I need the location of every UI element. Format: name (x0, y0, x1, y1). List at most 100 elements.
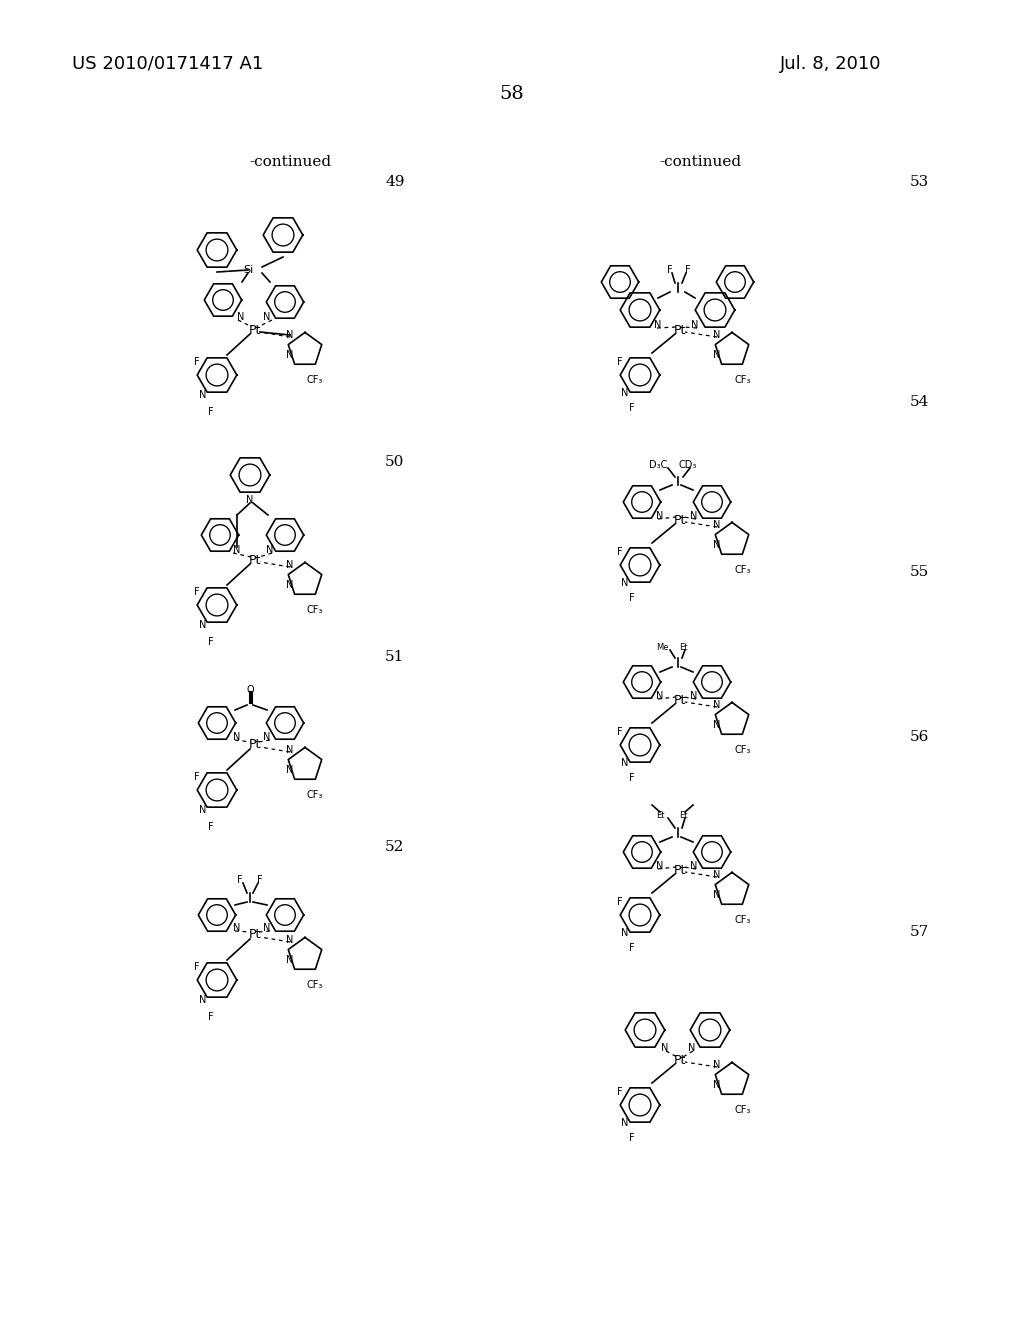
Text: N: N (654, 319, 662, 330)
Text: 54: 54 (910, 395, 930, 409)
Text: N: N (287, 954, 294, 965)
Text: F: F (208, 407, 214, 417)
Text: Si: Si (243, 265, 253, 275)
Text: CF₃: CF₃ (307, 789, 324, 800)
Text: F: F (617, 546, 623, 557)
Text: 57: 57 (910, 925, 929, 939)
Text: CF₃: CF₃ (735, 744, 752, 755)
Text: F: F (195, 587, 200, 597)
Text: CF₃: CF₃ (307, 375, 324, 385)
Text: N: N (656, 690, 664, 701)
Text: N: N (622, 388, 629, 399)
Text: N: N (690, 511, 697, 521)
Text: N: N (287, 579, 294, 590)
Text: O: O (246, 685, 254, 696)
Text: N: N (622, 758, 629, 768)
Text: Pt: Pt (674, 693, 686, 706)
Text: N: N (263, 312, 270, 322)
Text: F: F (617, 727, 623, 737)
Text: F: F (195, 962, 200, 972)
Text: N: N (622, 1118, 629, 1129)
Text: N: N (656, 511, 664, 521)
Text: N: N (287, 560, 294, 570)
Text: F: F (668, 265, 673, 275)
Text: N: N (622, 928, 629, 939)
Text: N: N (714, 330, 721, 341)
Text: D₃C: D₃C (649, 459, 668, 470)
Text: Jul. 8, 2010: Jul. 8, 2010 (780, 55, 882, 73)
Text: 51: 51 (385, 649, 404, 664)
Text: F: F (617, 1086, 623, 1097)
Text: Et: Et (679, 644, 687, 652)
Text: F: F (629, 1133, 635, 1143)
Text: N: N (238, 312, 245, 322)
Text: -continued: -continued (249, 154, 331, 169)
Text: Pt: Pt (249, 928, 261, 941)
Text: F: F (208, 1012, 214, 1022)
Text: 52: 52 (385, 840, 404, 854)
Text: N: N (714, 870, 721, 880)
Text: N: N (287, 350, 294, 360)
Text: N: N (200, 389, 207, 400)
Text: N: N (688, 1043, 695, 1053)
Text: N: N (233, 545, 241, 554)
Text: Et: Et (655, 810, 665, 820)
Text: Pt: Pt (674, 513, 686, 527)
Text: N: N (690, 861, 697, 871)
Text: F: F (629, 774, 635, 783)
Text: 49: 49 (385, 176, 404, 189)
Text: N: N (691, 319, 698, 330)
Text: N: N (287, 935, 294, 945)
Text: N: N (690, 690, 697, 701)
Text: N: N (266, 545, 273, 554)
Text: N: N (287, 330, 294, 341)
Text: N: N (662, 1043, 669, 1053)
Text: -continued: -continued (658, 154, 741, 169)
Text: N: N (263, 733, 270, 742)
Text: N: N (714, 350, 721, 360)
Text: F: F (238, 875, 243, 884)
Text: N: N (287, 744, 294, 755)
Text: CF₃: CF₃ (735, 375, 752, 385)
Text: F: F (617, 356, 623, 367)
Text: Pt: Pt (674, 323, 686, 337)
Text: F: F (617, 898, 623, 907)
Text: F: F (629, 942, 635, 953)
Text: F: F (629, 403, 635, 413)
Text: N: N (714, 890, 721, 900)
Text: Pt: Pt (249, 738, 261, 751)
Text: N: N (200, 805, 207, 814)
Text: N: N (287, 766, 294, 775)
Text: CD₃: CD₃ (679, 459, 697, 470)
Text: N: N (656, 861, 664, 871)
Text: 50: 50 (385, 455, 404, 469)
Text: Me: Me (655, 644, 669, 652)
Text: 55: 55 (910, 565, 929, 579)
Text: N: N (714, 1060, 721, 1071)
Text: N: N (233, 733, 241, 742)
Text: F: F (685, 265, 691, 275)
Text: CF₃: CF₃ (307, 979, 324, 990)
Text: F: F (195, 356, 200, 367)
Text: N: N (200, 995, 207, 1005)
Text: N: N (247, 495, 254, 506)
Text: Pt: Pt (249, 323, 261, 337)
Text: CF₃: CF₃ (735, 915, 752, 925)
Text: N: N (233, 923, 241, 933)
Text: N: N (714, 520, 721, 531)
Text: CF₃: CF₃ (735, 565, 752, 576)
Text: N: N (714, 719, 721, 730)
Text: F: F (257, 875, 263, 884)
Text: F: F (629, 593, 635, 603)
Text: Pt: Pt (674, 863, 686, 876)
Text: Pt: Pt (249, 553, 261, 566)
Text: N: N (263, 923, 270, 933)
Text: N: N (714, 1080, 721, 1090)
Text: 56: 56 (910, 730, 930, 744)
Text: F: F (208, 822, 214, 832)
Text: Et: Et (679, 810, 687, 820)
Text: 58: 58 (500, 84, 524, 103)
Text: US 2010/0171417 A1: US 2010/0171417 A1 (72, 55, 263, 73)
Text: 53: 53 (910, 176, 929, 189)
Text: N: N (714, 540, 721, 550)
